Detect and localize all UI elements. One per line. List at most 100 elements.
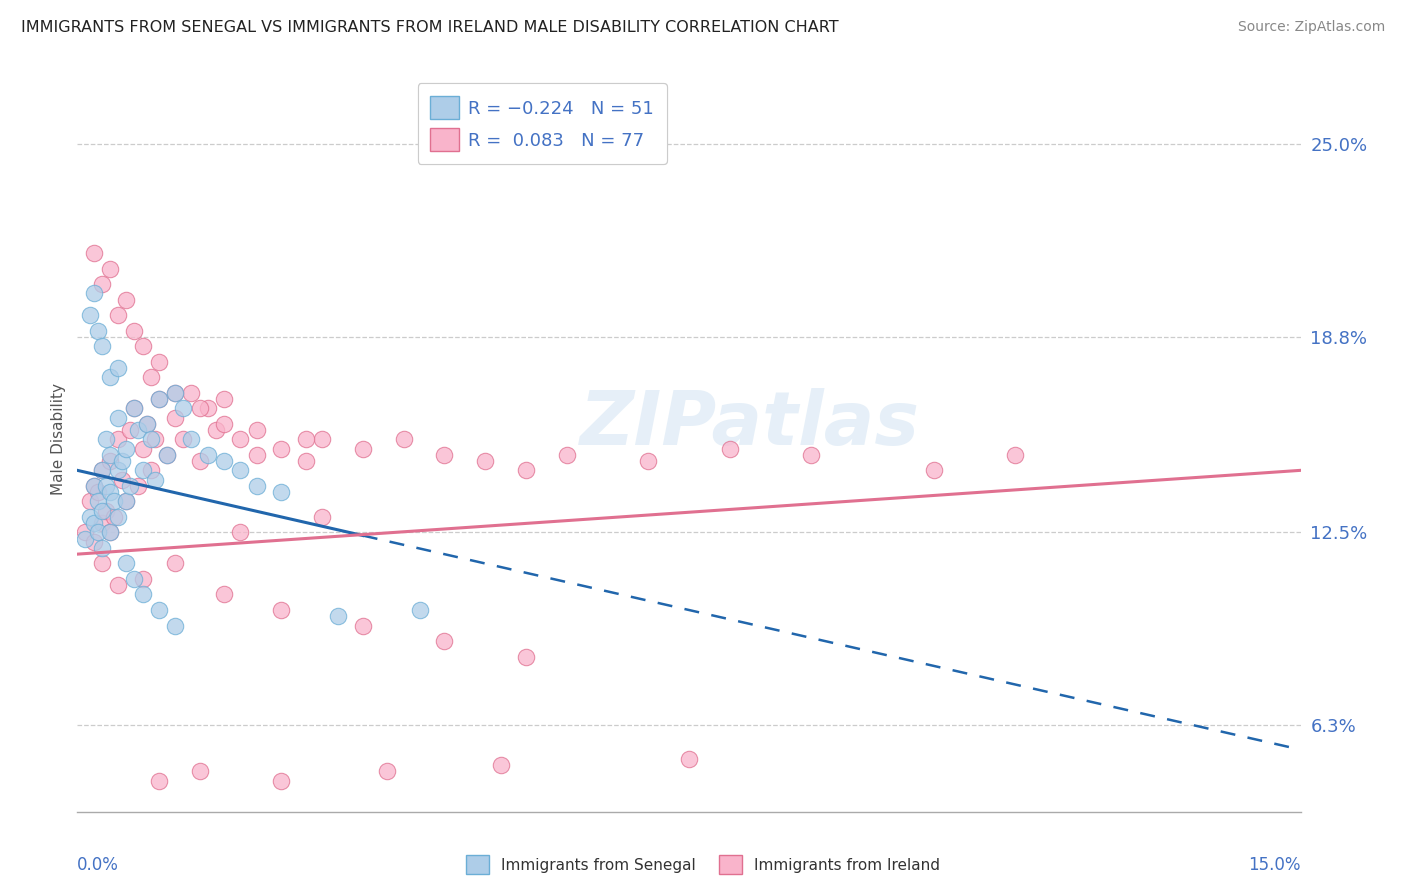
Point (800, 448, 823, 462)
Point (555, 448, 578, 462)
Point (143, 473, 166, 487)
Point (124, 324, 146, 338)
Point (120, 479, 142, 493)
Point (90, 463, 112, 477)
Point (98, 448, 121, 462)
Point (75, 532, 97, 546)
Point (294, 433, 316, 447)
Point (90, 277, 112, 292)
Point (212, 454, 235, 468)
Point (98, 525, 121, 540)
Point (135, 417, 157, 431)
Point (94, 433, 117, 447)
Point (205, 423, 228, 437)
Point (270, 442, 292, 456)
Point (90, 504, 112, 518)
Point (83, 516, 105, 530)
Point (94, 479, 117, 493)
Point (115, 293, 138, 307)
Point (83, 534, 105, 549)
Point (148, 603, 170, 617)
Point (165, 618, 187, 632)
Point (131, 463, 153, 477)
Point (75, 525, 97, 540)
Legend: R = −0.224   N = 51, R =  0.083   N = 77: R = −0.224 N = 51, R = 0.083 N = 77 (418, 83, 666, 164)
Point (229, 525, 252, 540)
Point (180, 385, 202, 400)
Point (83, 479, 105, 493)
Point (124, 401, 146, 416)
Point (124, 572, 146, 586)
Point (922, 463, 945, 477)
Point (90, 557, 112, 571)
Point (311, 509, 333, 524)
Point (143, 433, 166, 447)
Point (433, 634, 456, 648)
Point (270, 603, 292, 617)
Point (246, 479, 269, 493)
Point (83, 246, 105, 260)
Point (107, 433, 129, 447)
Point (328, 609, 350, 624)
Point (515, 463, 537, 477)
Point (270, 773, 292, 788)
Point (212, 392, 235, 406)
Point (87, 525, 110, 540)
Point (115, 494, 138, 508)
Point (107, 509, 129, 524)
Point (107, 578, 129, 592)
Point (115, 557, 138, 571)
Point (83, 479, 105, 493)
Point (352, 618, 374, 632)
Y-axis label: Male Disability: Male Disability (51, 384, 66, 495)
Point (83, 286, 105, 301)
Point (172, 433, 194, 447)
Point (352, 442, 374, 456)
Point (229, 433, 252, 447)
Point (79, 509, 101, 524)
Point (131, 339, 153, 353)
Point (637, 454, 659, 468)
Point (107, 463, 129, 477)
Point (392, 433, 415, 447)
Point (98, 485, 121, 500)
Point (120, 423, 142, 437)
Point (1004, 448, 1026, 462)
Point (212, 417, 235, 431)
Point (98, 261, 121, 276)
Point (79, 308, 101, 322)
Point (87, 494, 110, 508)
Point (148, 392, 170, 406)
Point (246, 448, 269, 462)
Point (718, 442, 741, 456)
Point (270, 485, 292, 500)
Point (139, 433, 162, 447)
Point (139, 463, 162, 477)
Point (165, 410, 187, 425)
Point (90, 541, 112, 555)
Point (491, 758, 513, 772)
Text: 15.0%: 15.0% (1249, 856, 1301, 874)
Text: Source: ZipAtlas.com: Source: ZipAtlas.com (1237, 20, 1385, 34)
Point (115, 494, 138, 508)
Point (103, 494, 125, 508)
Point (246, 423, 269, 437)
Point (98, 525, 121, 540)
Point (375, 764, 398, 779)
Point (131, 572, 153, 586)
Point (107, 410, 129, 425)
Point (156, 448, 179, 462)
Point (229, 463, 252, 477)
Point (197, 401, 219, 416)
Point (90, 516, 112, 530)
Point (131, 442, 153, 456)
Point (188, 764, 211, 779)
Point (131, 587, 153, 601)
Text: ZIPatlas: ZIPatlas (581, 388, 920, 461)
Point (165, 385, 187, 400)
Point (197, 448, 219, 462)
Point (107, 360, 129, 375)
Point (127, 479, 149, 493)
Point (111, 454, 134, 468)
Point (409, 603, 432, 617)
